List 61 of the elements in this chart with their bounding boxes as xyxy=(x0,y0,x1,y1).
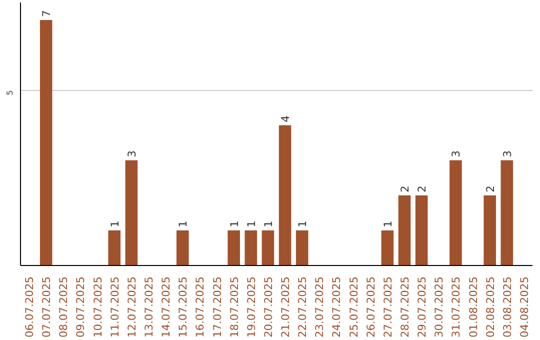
x-tick-label: 07.07.2025 xyxy=(40,276,54,338)
x-tick-label: 11.07.2025 xyxy=(108,276,122,338)
bar xyxy=(262,230,274,266)
bar xyxy=(296,230,308,266)
x-tick-label: 21.07.2025 xyxy=(279,276,292,338)
bar xyxy=(40,20,52,266)
bar xyxy=(398,195,411,266)
x-tick-label: 27.07.2025 xyxy=(381,276,394,338)
x-tick-label: 04.08.2025 xyxy=(518,276,531,338)
x-tick-label: 28.07.2025 xyxy=(398,276,412,338)
x-tick-label: 08.07.2025 xyxy=(57,276,70,338)
data-label: 2 xyxy=(416,186,429,192)
x-tick-label: 16.07.2025 xyxy=(194,276,207,338)
data-label: 1 xyxy=(228,220,241,228)
data-label: 4 xyxy=(279,115,292,122)
data-label: 3 xyxy=(500,150,514,158)
data-label: 2 xyxy=(398,186,412,192)
data-label: 1 xyxy=(381,220,394,228)
bar xyxy=(484,195,496,266)
bar xyxy=(228,230,240,266)
x-tick-label: 24.07.2025 xyxy=(330,276,344,338)
x-tick-label: 18.07.2025 xyxy=(228,276,241,338)
x-tick-label: 22.07.2025 xyxy=(296,276,310,338)
bar xyxy=(450,160,462,266)
bar xyxy=(278,125,292,266)
x-tick-label: 20.07.2025 xyxy=(262,276,275,338)
data-label: 7 xyxy=(40,10,54,18)
data-label: 1 xyxy=(244,220,258,228)
data-label: 3 xyxy=(125,150,138,158)
x-tick-label: 29.07.2025 xyxy=(416,276,429,338)
x-tick-label: 03.08.2025 xyxy=(500,276,514,338)
x-tick-label: 26.07.2025 xyxy=(364,276,378,338)
x-tick-label: 10.07.2025 xyxy=(91,276,104,338)
x-tick-label: 30.07.2025 xyxy=(432,276,446,338)
x-tick-label: 23.07.2025 xyxy=(313,276,326,338)
x-tick-label: 14.07.2025 xyxy=(160,276,173,338)
x-tick-label: 12.07.2025 xyxy=(125,276,138,338)
data-label: 1 xyxy=(262,220,275,228)
data-label: 1 xyxy=(176,220,190,228)
x-tick-label: 25.07.2025 xyxy=(347,276,360,338)
bar xyxy=(108,230,121,266)
bar xyxy=(381,230,394,266)
x-tick-label: 02.08.2025 xyxy=(484,276,497,338)
bar xyxy=(500,160,514,266)
x-tick-label: 09.07.2025 xyxy=(74,276,88,338)
x-tick-label: 01.08.2025 xyxy=(466,276,480,338)
bar xyxy=(244,230,258,266)
x-tick-label: 06.07.2025 xyxy=(23,276,36,338)
bar xyxy=(125,160,138,266)
data-label: 1 xyxy=(108,220,122,228)
x-tick-label: 17.07.2025 xyxy=(210,276,224,338)
x-tick-label: 13.07.2025 xyxy=(142,276,156,338)
data-label: 1 xyxy=(296,220,310,228)
data-label: 3 xyxy=(450,150,463,158)
y-tick-label: 5 xyxy=(6,90,14,96)
data-label: 2 xyxy=(484,186,497,192)
bar xyxy=(415,195,428,266)
x-tick-label: 31.07.2025 xyxy=(450,276,463,338)
x-tick-label: 19.07.2025 xyxy=(244,276,258,338)
x-tick-label: 15.07.2025 xyxy=(176,276,190,338)
bar xyxy=(176,230,189,266)
